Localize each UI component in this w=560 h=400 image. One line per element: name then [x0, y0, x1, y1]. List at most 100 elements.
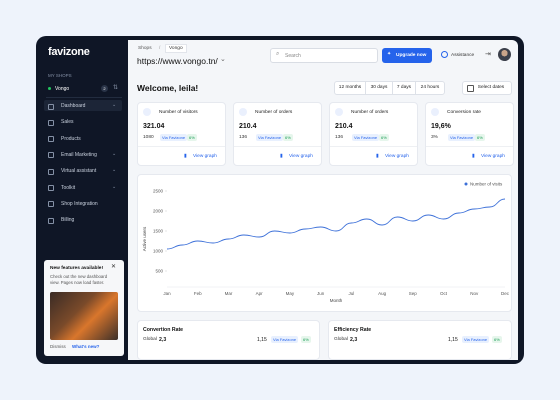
stat-divider [138, 146, 225, 147]
stat-value: 19,6% [431, 123, 451, 130]
rate-source: Via Favizone [271, 336, 299, 343]
view-graph[interactable]: View graph [385, 154, 409, 159]
shop-name[interactable]: Vongo [55, 85, 70, 92]
nav-icon [48, 119, 54, 126]
view-graph[interactable]: View graph [193, 154, 217, 159]
search-icon: ⌕ [276, 51, 280, 57]
stat-icon [239, 108, 247, 116]
stat-count: 136 [239, 135, 248, 140]
nav-chevron: ⌄ [112, 183, 117, 190]
upgrade-icon: ✦ [387, 51, 392, 57]
stat-count: 3% [431, 135, 438, 140]
upgrade-label[interactable]: Upgrade now [396, 52, 427, 58]
rate-value: 2,3 [350, 336, 358, 343]
stat-title: Number of orders [255, 110, 293, 115]
nav-icon [48, 103, 54, 110]
nav-active [44, 100, 122, 111]
search-box[interactable] [270, 48, 378, 63]
stat-divider [234, 146, 321, 147]
nav-icon [48, 152, 54, 159]
view-graph-icon: ▮ [184, 153, 187, 159]
breadcrumb-item[interactable]: Shops [138, 46, 152, 51]
nav-chevron: ⌄ [112, 167, 117, 174]
url-chevron: ⌄ [220, 56, 226, 63]
rate-change: 6% [492, 336, 502, 343]
view-graph-icon: ▮ [280, 153, 283, 159]
stat-count: 136 [335, 135, 344, 140]
nav-item[interactable]: Products [61, 135, 81, 142]
rate-label: Global [143, 337, 157, 342]
stat-icon [431, 108, 439, 116]
nav-icon [48, 185, 54, 191]
stat-change: 6% [283, 134, 293, 141]
stat-source: Via Favizone [448, 134, 476, 141]
range-button[interactable]: 24 hours [415, 81, 445, 95]
stat-value: 210.4 [239, 123, 257, 130]
stat-change: 6% [379, 134, 389, 141]
stat-source: Via Favizone [352, 134, 380, 141]
shop-badge: 2 [101, 85, 108, 92]
shop-dot [48, 87, 51, 90]
chart-panel [137, 174, 512, 312]
rate-label: Global [334, 337, 348, 342]
range-button[interactable]: 7 days [392, 81, 416, 95]
feature-dismiss[interactable]: Dismiss [50, 344, 66, 349]
nav-chevron: ⌄ [112, 102, 117, 108]
avatar[interactable] [498, 48, 511, 61]
view-graph-icon: ▮ [376, 153, 379, 159]
breadcrumb-sep: / [159, 46, 161, 51]
stat-card [425, 102, 514, 166]
nav-item[interactable]: Billing [61, 217, 75, 224]
view-graph[interactable]: View graph [481, 154, 505, 159]
stat-change: 6% [187, 134, 197, 141]
divider [46, 97, 122, 98]
rate-title: Convertion Rate [143, 327, 184, 333]
stat-divider [330, 146, 417, 147]
stat-value: 210.4 [335, 123, 353, 130]
rate-source: Via Favizone [462, 336, 490, 343]
assistance-icon [441, 51, 448, 58]
logo[interactable]: favizone [48, 46, 90, 58]
nav-icon [48, 168, 54, 175]
nav-chevron: ⌄ [112, 150, 117, 157]
stat-source: Via Favizone [256, 134, 284, 141]
assistance[interactable]: Assistance [451, 52, 475, 58]
stat-divider [426, 146, 513, 147]
feature-close: ✕ [111, 264, 117, 270]
nav-item[interactable]: Dashboard [61, 103, 86, 109]
view-graph-icon: ▮ [472, 153, 475, 159]
search-placeholder: Search [285, 52, 301, 59]
stat-count: 1080 [143, 135, 154, 140]
nav-item[interactable]: Virtual assistant [61, 168, 97, 175]
view-graph[interactable]: View graph [289, 154, 313, 159]
breadcrumb-item[interactable]: Vongo [165, 44, 187, 53]
select-dates[interactable]: Select dates [462, 81, 512, 95]
stat-title: Number of visitors [159, 110, 198, 115]
rate-value: 2,3 [159, 336, 167, 343]
nav-item[interactable]: Email Marketing [61, 151, 97, 158]
feature-title: New features available! [50, 266, 104, 271]
nav-icon [48, 136, 54, 143]
feature-link[interactable]: What's new? [72, 344, 100, 349]
rate-change: 6% [301, 336, 311, 343]
rate-count: 1,15 [257, 336, 267, 343]
stat-icon [143, 108, 151, 116]
stat-icon [335, 108, 343, 116]
nav-icon [48, 201, 54, 208]
range-button[interactable]: 12 months [334, 81, 366, 95]
logout-icon[interactable]: ⇥ [485, 51, 491, 58]
range-button[interactable]: 30 days [365, 81, 393, 95]
nav-item[interactable]: Toolkit [61, 184, 76, 191]
shops-label: MY SHOPS [48, 73, 72, 78]
nav-item[interactable]: Shop Integration [61, 200, 98, 207]
shop-url[interactable]: https://www.vongo.tn/ [137, 56, 218, 66]
nav-item[interactable]: Sales [61, 119, 74, 126]
rate-count: 1,15 [448, 336, 458, 343]
stat-value: 321.04 [143, 123, 165, 130]
upgrade-button[interactable] [382, 48, 432, 63]
stat-title: Number of orders [351, 110, 389, 115]
nav-icon [48, 217, 54, 224]
welcome: Welcome, leila! [137, 83, 199, 93]
stat-change: 6% [475, 134, 485, 141]
